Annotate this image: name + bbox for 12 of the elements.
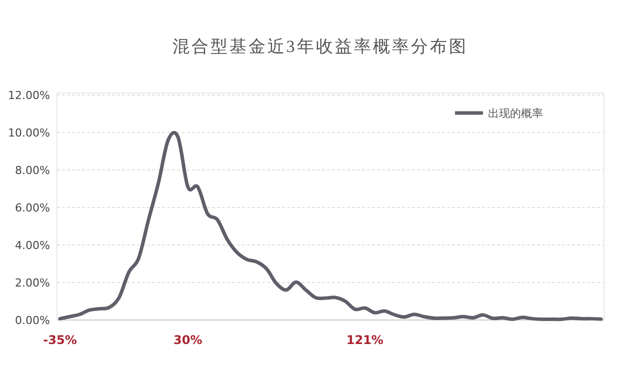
y-tick-label: 0.00% (15, 314, 50, 327)
x-tick-label: -35% (43, 333, 77, 347)
y-tick-label: 4.00% (15, 239, 50, 252)
y-tick-label: 10.00% (8, 126, 50, 140)
chart-title: 混合型基金近3年收益率概率分布图 (172, 37, 468, 56)
y-tick-label: 12.00% (8, 89, 50, 102)
y-tick-label: 2.00% (15, 276, 50, 290)
x-tick-label: 30% (174, 333, 202, 347)
x-tick-label: 121% (346, 333, 384, 347)
legend-label: 出现的概率 (488, 107, 543, 120)
y-tick-label: 6.00% (15, 202, 50, 214)
y-tick-label: 8.00% (15, 164, 50, 177)
